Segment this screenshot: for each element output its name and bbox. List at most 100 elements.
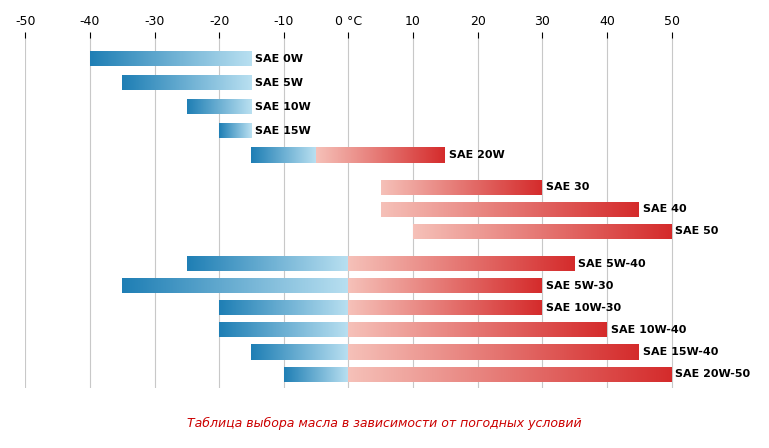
Bar	[505, 345, 507, 360]
Bar	[543, 224, 544, 239]
Bar	[373, 300, 374, 315]
Bar	[395, 345, 396, 360]
Bar	[504, 300, 505, 315]
Bar	[402, 323, 403, 337]
Bar	[431, 278, 432, 293]
Bar	[621, 224, 623, 239]
Bar	[488, 323, 489, 337]
Text: SAE 10W: SAE 10W	[255, 102, 311, 112]
Bar	[503, 323, 504, 337]
Bar	[479, 345, 481, 360]
Bar	[500, 300, 501, 315]
Bar	[515, 224, 517, 239]
Bar	[456, 323, 457, 337]
Bar	[404, 278, 405, 293]
Bar	[554, 366, 555, 382]
Bar	[445, 202, 446, 217]
Bar	[440, 300, 441, 315]
Bar	[524, 345, 525, 360]
Bar	[376, 300, 377, 315]
Bar	[569, 366, 571, 382]
Bar	[510, 300, 511, 315]
Bar	[454, 366, 455, 382]
Bar	[537, 224, 538, 239]
Bar	[387, 278, 388, 293]
Bar	[448, 202, 449, 217]
Bar	[427, 224, 428, 239]
Bar	[634, 345, 635, 360]
Bar	[551, 345, 552, 360]
Bar	[620, 345, 621, 360]
Bar	[520, 345, 521, 360]
Bar	[397, 202, 398, 217]
Bar	[558, 366, 560, 382]
Bar	[413, 278, 414, 293]
Bar	[655, 224, 656, 239]
Bar	[439, 224, 440, 239]
Bar	[593, 366, 594, 382]
Bar	[544, 323, 545, 337]
Bar	[364, 256, 365, 271]
Bar	[645, 224, 646, 239]
Bar	[418, 345, 419, 360]
Bar	[372, 256, 374, 271]
Bar	[497, 300, 498, 315]
Bar	[413, 300, 414, 315]
Bar	[383, 202, 384, 217]
Bar	[251, 278, 252, 293]
Bar	[439, 300, 440, 315]
Bar	[387, 300, 388, 315]
Bar	[524, 256, 525, 271]
Bar	[180, 278, 181, 293]
Bar	[352, 345, 354, 360]
Bar	[154, 278, 155, 293]
Bar	[219, 278, 221, 293]
Bar	[531, 345, 533, 360]
Bar	[504, 278, 505, 293]
Bar	[419, 323, 420, 337]
Bar	[537, 278, 538, 293]
Bar	[540, 278, 541, 293]
Bar	[484, 278, 485, 293]
Bar	[349, 323, 350, 337]
Bar	[210, 278, 211, 293]
Bar	[586, 345, 587, 360]
Bar	[494, 224, 495, 239]
Bar	[504, 323, 505, 337]
Bar	[621, 202, 622, 217]
Bar	[480, 278, 481, 293]
Bar	[357, 323, 358, 337]
Bar	[364, 366, 365, 382]
Bar	[474, 202, 475, 217]
Bar	[150, 278, 151, 293]
Bar	[522, 224, 524, 239]
Bar	[357, 345, 358, 360]
Bar	[518, 256, 519, 271]
Bar	[456, 366, 458, 382]
Bar	[427, 278, 428, 293]
Bar	[537, 345, 538, 360]
Bar	[376, 278, 377, 293]
Bar	[494, 345, 495, 360]
Bar	[533, 300, 534, 315]
Bar	[622, 224, 624, 239]
Bar	[362, 300, 363, 315]
Bar	[368, 323, 369, 337]
Bar	[529, 323, 531, 337]
Bar	[647, 366, 648, 382]
Bar	[439, 323, 440, 337]
Bar	[358, 278, 359, 293]
Bar	[369, 278, 370, 293]
Bar	[513, 366, 514, 382]
Bar	[506, 300, 507, 315]
Bar	[508, 278, 509, 293]
Bar	[397, 256, 398, 271]
Bar	[377, 278, 378, 293]
Bar	[612, 202, 614, 217]
Bar	[541, 256, 542, 271]
Bar	[560, 345, 561, 360]
Bar	[254, 278, 255, 293]
Bar	[642, 366, 644, 382]
Bar	[493, 224, 494, 239]
Bar	[347, 278, 348, 293]
